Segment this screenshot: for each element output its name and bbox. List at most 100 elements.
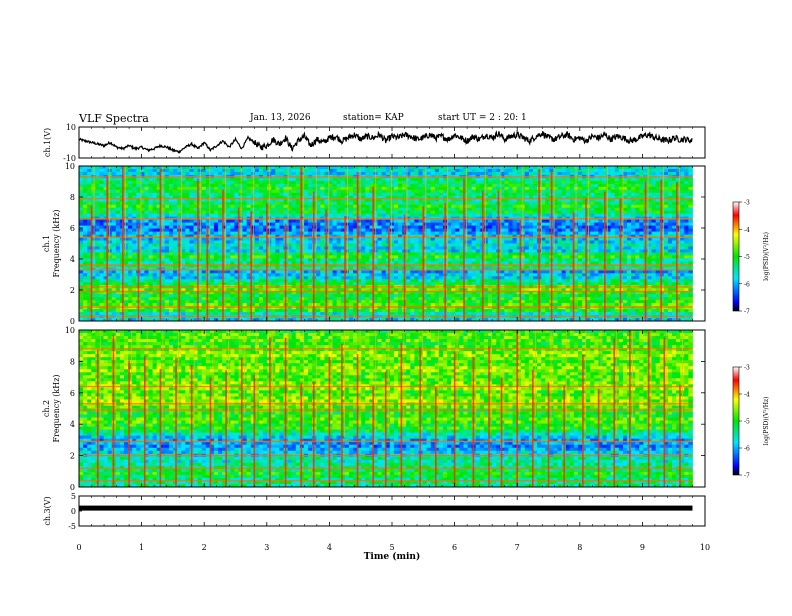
spectrogram-cell <box>680 202 684 205</box>
spectrogram-cell <box>320 172 324 175</box>
spectrogram-cell <box>639 252 643 255</box>
spectrogram-cell <box>255 211 259 214</box>
spectrogram-cell <box>136 169 140 172</box>
spectrogram-cell <box>451 258 455 261</box>
spectrogram-cell <box>496 166 500 169</box>
spectrogram-cell <box>508 190 512 193</box>
spectrogram-cell <box>333 244 337 247</box>
spectrogram-cell <box>210 229 214 232</box>
spectrogram-cell <box>169 202 173 205</box>
spectrogram-cell <box>149 244 153 247</box>
spectrogram-cell <box>316 208 320 211</box>
spectrogram-cell <box>271 181 275 184</box>
spectrogram-cell <box>226 258 230 261</box>
spectrogram-cell <box>459 178 463 181</box>
spectrogram-cell <box>234 187 238 190</box>
spectrogram-cell <box>488 220 492 223</box>
spectrogram-cell <box>132 193 136 196</box>
spectrogram-cell <box>451 238 455 241</box>
spectrogram-cell <box>590 246 594 249</box>
spectrogram-cell <box>513 184 517 187</box>
spectrogram-cell <box>427 232 431 235</box>
spectrogram-cell <box>598 193 602 196</box>
spectrogram-cell <box>455 190 459 193</box>
spectrogram-cell <box>169 232 173 235</box>
spectrogram-cell <box>598 238 602 241</box>
spectrogram-cell <box>169 199 173 202</box>
spectrogram-cell <box>308 184 312 187</box>
spectrogram-cell <box>488 252 492 255</box>
spectrogram-cell <box>214 226 218 229</box>
spectrogram-cell <box>562 220 566 223</box>
spectrogram-cell <box>324 184 328 187</box>
spectrogram-cell <box>99 172 103 175</box>
spectrogram-cell <box>558 255 562 258</box>
spectrogram-cell <box>116 241 120 244</box>
spectrogram-cell <box>513 223 517 226</box>
spectrogram-cell <box>590 172 594 175</box>
spectrogram-cell <box>153 220 157 223</box>
spectrogram-cell <box>230 261 234 264</box>
spectrogram-cell <box>210 261 214 264</box>
spectrogram-cell <box>439 249 443 252</box>
spectrogram-cell <box>382 232 386 235</box>
spectrogram-cell <box>112 220 116 223</box>
spectrogram-cell <box>185 232 189 235</box>
spectrogram-cell <box>684 255 688 258</box>
spectrogram-cell <box>459 205 463 208</box>
spectrogram-cell <box>128 202 132 205</box>
spectrogram-cell <box>513 178 517 181</box>
spectrogram-cell <box>99 214 103 217</box>
spectrogram-cell <box>418 226 422 229</box>
spectrogram-cell <box>398 226 402 229</box>
spectrogram-cell <box>410 166 414 169</box>
spectrogram-cell <box>398 258 402 261</box>
spectrogram-cell <box>472 232 476 235</box>
spectrogram-cell <box>279 205 283 208</box>
spectrogram-cell <box>639 187 643 190</box>
spectrogram-cell <box>378 202 382 205</box>
spectrogram-cell <box>504 223 508 226</box>
spectrogram-cell <box>316 199 320 202</box>
spectrogram-cell <box>365 193 369 196</box>
spectrogram-cell <box>394 178 398 181</box>
spectrogram-cell <box>423 190 427 193</box>
spectrogram-cell <box>230 187 234 190</box>
spectrogram-cell <box>316 184 320 187</box>
spectrogram-cell <box>558 190 562 193</box>
spectrogram-cell <box>296 178 300 181</box>
spectrogram-cell <box>283 193 287 196</box>
spectrogram-cell <box>410 223 414 226</box>
spectrogram-cell <box>185 193 189 196</box>
spectrogram-cell <box>320 241 324 244</box>
spectrogram-cell <box>598 208 602 211</box>
spectrogram-cell <box>639 214 643 217</box>
spectrogram-cell <box>214 187 218 190</box>
spectrogram-cell <box>169 166 173 169</box>
spectrogram-cell <box>443 178 447 181</box>
spectrogram-cell <box>108 261 112 264</box>
spectrogram-cell <box>431 229 435 232</box>
spectrogram-cell <box>378 258 382 261</box>
spectrogram-cell <box>165 172 169 175</box>
spectrogram-cell <box>513 220 517 223</box>
spectrogram-cell <box>582 187 586 190</box>
spectrogram-cell <box>87 169 91 172</box>
spectrogram-cell <box>418 178 422 181</box>
spectrogram-cell <box>484 241 488 244</box>
spectrogram-cell <box>615 252 619 255</box>
spectrogram-cell <box>128 187 132 190</box>
spectrogram-cell <box>680 181 684 184</box>
spectrogram-cell <box>316 258 320 261</box>
spectrogram-cell <box>337 181 341 184</box>
spectrogram-cell <box>566 190 570 193</box>
spectrogram-cell <box>341 211 345 214</box>
spectrogram-cell <box>308 181 312 184</box>
spectrogram-cell <box>210 199 214 202</box>
spectrogram-cell <box>414 199 418 202</box>
spectrogram-cell <box>296 252 300 255</box>
spectrogram-cell <box>165 214 169 217</box>
spectrogram-cell <box>656 220 660 223</box>
spectrogram-cell <box>508 166 512 169</box>
spectrogram-cell <box>308 214 312 217</box>
